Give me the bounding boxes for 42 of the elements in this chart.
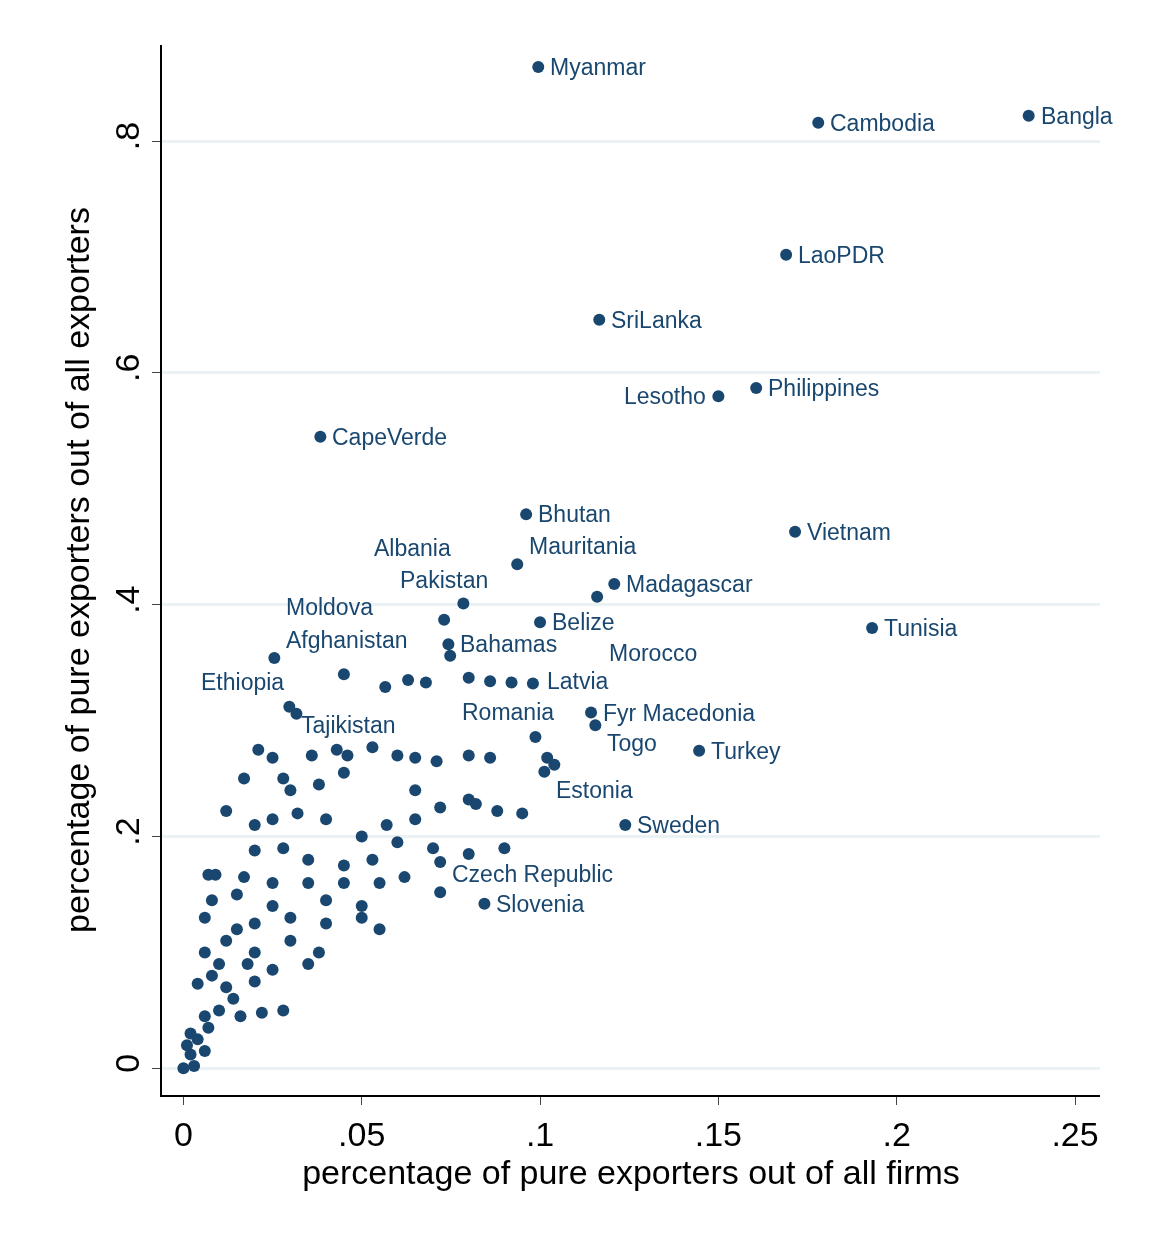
x-axis-title: percentage of pure exporters out of all firms [302,1152,960,1191]
annotation: Philippines [768,375,880,401]
annotation: Bhutan [538,501,611,527]
x-tick-label: .1 [525,1114,555,1153]
x-tick-label: .05 [338,1114,386,1153]
annotation: Mauritania [529,533,637,559]
y-tick-label: .2 [107,817,146,846]
annotation: Turkey [711,738,781,764]
annotation: Morocco [609,640,698,666]
y-tick-label: 0 [107,1053,146,1073]
annotation: Moldova [286,594,374,620]
x-tick-label: 0 [173,1114,193,1153]
annotation: Tajikistan [301,712,396,738]
annotation: Ethiopia [201,669,285,695]
annotation: Afghanistan [286,627,408,653]
annotation: Pakistan [400,567,489,593]
annotation: Latvia [547,668,609,694]
x-tick-label: .15 [694,1114,743,1153]
y-tick-label: .8 [107,121,146,151]
annotation: Albania [374,535,451,561]
annotation: CapeVerde [332,424,448,450]
x-tick-label: .2 [882,1114,911,1153]
y-tick-label: .4 [107,585,146,614]
annotation: Sweden [637,812,721,838]
y-axis-title: percentage of pure exporters out of all exporters [57,207,96,933]
annotation: Vietnam [807,519,891,545]
annotation: Romania [462,699,555,725]
annotation: Czech Republic [452,861,614,887]
x-tick-label: .25 [1051,1114,1099,1153]
annotation: SriLanka [611,307,702,333]
annotation: Madagascar [626,571,753,597]
annotation: Togo [607,730,657,756]
annotation: Tunisia [884,615,958,641]
annotation: LaoPDR [798,242,885,268]
annotation: Lesotho [624,383,706,409]
annotation: Fyr Macedonia [603,700,756,726]
annotation: Slovenia [496,891,585,917]
annotation: Estonia [556,777,633,803]
annotation: Bangla [1041,103,1113,129]
annotation: Cambodia [830,110,936,136]
y-tick-label: .6 [107,353,146,383]
annotation: Myanmar [550,54,647,80]
